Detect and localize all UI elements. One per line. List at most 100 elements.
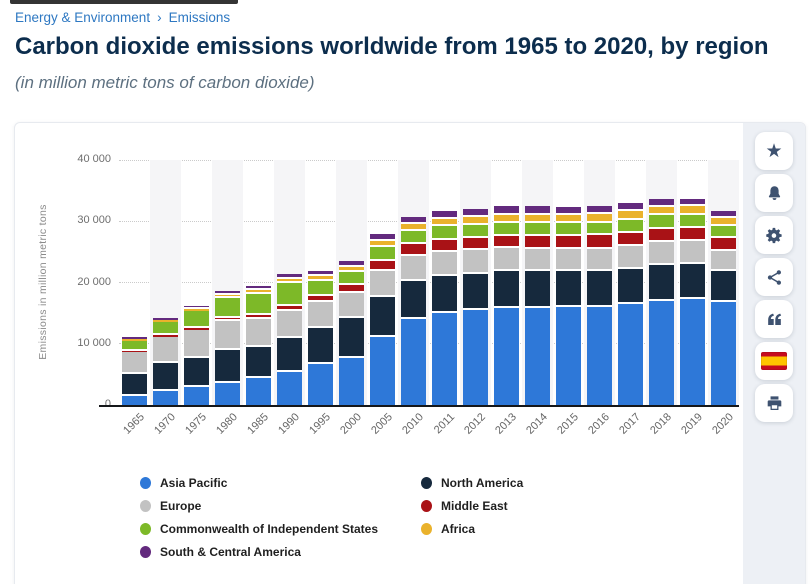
segment-north-america[interactable] xyxy=(618,269,643,305)
segment-middle-east[interactable] xyxy=(494,235,519,249)
segment-commonwealth-of-independent-states[interactable] xyxy=(370,247,395,261)
segment-europe[interactable] xyxy=(587,248,612,272)
segment-europe[interactable] xyxy=(122,351,147,374)
bar-2010[interactable] xyxy=(401,216,426,405)
bar-1975[interactable] xyxy=(184,305,209,405)
segment-commonwealth-of-independent-states[interactable] xyxy=(587,222,612,236)
segment-europe[interactable] xyxy=(463,250,488,275)
segment-commonwealth-of-independent-states[interactable] xyxy=(494,222,519,236)
bar-2011[interactable] xyxy=(432,211,457,405)
settings-button[interactable] xyxy=(755,216,793,254)
segment-asia-pacific[interactable] xyxy=(184,387,209,405)
segment-north-america[interactable] xyxy=(680,263,705,300)
segment-middle-east[interactable] xyxy=(432,239,457,252)
segment-commonwealth-of-independent-states[interactable] xyxy=(215,298,240,319)
segment-africa[interactable] xyxy=(525,214,550,223)
segment-europe[interactable] xyxy=(711,251,736,271)
segment-south-central-america[interactable] xyxy=(587,206,612,214)
segment-asia-pacific[interactable] xyxy=(339,357,364,405)
segment-africa[interactable] xyxy=(401,224,426,232)
segment-africa[interactable] xyxy=(432,219,457,227)
segment-middle-east[interactable] xyxy=(649,228,674,243)
legend-item-north-america[interactable]: North America xyxy=(421,471,523,494)
segment-north-america[interactable] xyxy=(277,338,302,373)
segment-middle-east[interactable] xyxy=(215,318,240,322)
segment-south-central-america[interactable] xyxy=(649,199,674,207)
segment-south-central-america[interactable] xyxy=(494,206,519,215)
segment-asia-pacific[interactable] xyxy=(680,299,705,405)
segment-asia-pacific[interactable] xyxy=(463,310,488,405)
segment-asia-pacific[interactable] xyxy=(556,307,581,405)
segment-europe[interactable] xyxy=(618,246,643,270)
cite-button[interactable] xyxy=(755,300,793,338)
segment-europe[interactable] xyxy=(153,336,178,364)
segment-south-central-america[interactable] xyxy=(370,234,395,241)
segment-north-america[interactable] xyxy=(525,270,550,308)
segment-north-america[interactable] xyxy=(401,280,426,319)
bar-2020[interactable] xyxy=(711,210,736,405)
segment-asia-pacific[interactable] xyxy=(711,302,736,405)
segment-commonwealth-of-independent-states[interactable] xyxy=(401,231,426,245)
segment-south-central-america[interactable] xyxy=(556,206,581,215)
legend-item-commonwealth-of-independent-states[interactable]: Commonwealth of Independent States xyxy=(140,517,405,540)
segment-asia-pacific[interactable] xyxy=(153,390,178,405)
segment-europe[interactable] xyxy=(308,302,333,329)
segment-south-central-america[interactable] xyxy=(246,285,271,290)
segment-asia-pacific[interactable] xyxy=(432,313,457,405)
segment-europe[interactable] xyxy=(370,270,395,297)
segment-north-america[interactable] xyxy=(339,318,364,358)
legend-item-europe[interactable]: Europe xyxy=(140,494,405,517)
segment-commonwealth-of-independent-states[interactable] xyxy=(153,322,178,336)
segment-south-central-america[interactable] xyxy=(618,203,643,212)
segment-commonwealth-of-independent-states[interactable] xyxy=(463,224,488,239)
segment-middle-east[interactable] xyxy=(525,235,550,249)
segment-middle-east[interactable] xyxy=(246,315,271,320)
segment-north-america[interactable] xyxy=(184,357,209,388)
segment-middle-east[interactable] xyxy=(463,238,488,251)
segment-africa[interactable] xyxy=(587,213,612,223)
segment-north-america[interactable] xyxy=(308,328,333,365)
segment-africa[interactable] xyxy=(463,217,488,225)
segment-middle-east[interactable] xyxy=(122,350,147,352)
segment-south-central-america[interactable] xyxy=(215,291,240,296)
segment-africa[interactable] xyxy=(711,217,736,226)
segment-europe[interactable] xyxy=(277,311,302,339)
segment-commonwealth-of-independent-states[interactable] xyxy=(680,214,705,229)
segment-asia-pacific[interactable] xyxy=(246,378,271,405)
segment-europe[interactable] xyxy=(215,321,240,351)
segment-asia-pacific[interactable] xyxy=(494,308,519,405)
segment-africa[interactable] xyxy=(184,308,209,312)
segment-asia-pacific[interactable] xyxy=(308,364,333,405)
segment-north-america[interactable] xyxy=(370,296,395,338)
segment-europe[interactable] xyxy=(432,251,457,277)
bar-1965[interactable] xyxy=(122,337,147,405)
segment-north-america[interactable] xyxy=(246,346,271,379)
breadcrumb-link-emissions[interactable]: Emissions xyxy=(168,10,231,25)
bar-1995[interactable] xyxy=(308,270,333,405)
segment-africa[interactable] xyxy=(680,206,705,215)
segment-commonwealth-of-independent-states[interactable] xyxy=(122,340,147,351)
segment-middle-east[interactable] xyxy=(339,285,364,294)
segment-north-america[interactable] xyxy=(153,363,178,391)
segment-middle-east[interactable] xyxy=(308,295,333,303)
segment-south-central-america[interactable] xyxy=(153,317,178,321)
segment-middle-east[interactable] xyxy=(277,305,302,312)
bar-2012[interactable] xyxy=(463,209,488,405)
segment-middle-east[interactable] xyxy=(556,235,581,249)
bar-2005[interactable] xyxy=(370,234,395,405)
legend-item-africa[interactable]: Africa xyxy=(421,517,523,540)
bar-2014[interactable] xyxy=(525,206,550,405)
segment-africa[interactable] xyxy=(494,214,519,223)
segment-commonwealth-of-independent-states[interactable] xyxy=(556,223,581,236)
segment-commonwealth-of-independent-states[interactable] xyxy=(184,311,209,329)
segment-commonwealth-of-independent-states[interactable] xyxy=(525,222,550,236)
segment-asia-pacific[interactable] xyxy=(587,306,612,405)
segment-europe[interactable] xyxy=(184,330,209,358)
segment-commonwealth-of-independent-states[interactable] xyxy=(246,293,271,315)
segment-middle-east[interactable] xyxy=(618,232,643,247)
legend-item-south-central-america[interactable]: South & Central America xyxy=(140,540,405,563)
bar-2015[interactable] xyxy=(556,206,581,405)
segment-south-central-america[interactable] xyxy=(308,270,333,276)
language-button[interactable] xyxy=(755,342,793,380)
segment-europe[interactable] xyxy=(525,248,550,271)
